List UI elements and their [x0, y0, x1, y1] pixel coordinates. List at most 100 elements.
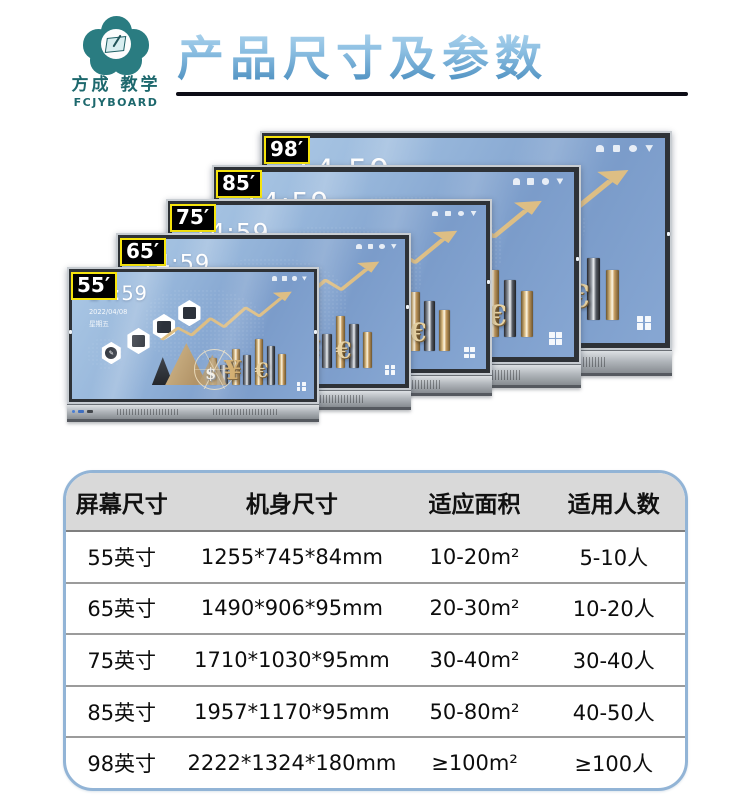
status-icons [272, 276, 307, 281]
table-cell: 30-40人 [572, 648, 655, 673]
table-row: 75英寸 1710*1030*95mm 30-40m² 30-40人 [66, 633, 685, 685]
record-icon [292, 276, 297, 281]
camera-dot-right [406, 305, 409, 310]
table-cell: ≥100m² [431, 751, 518, 776]
table-cell: 98英寸 [87, 752, 157, 777]
status-icons [356, 244, 397, 249]
camera-dot-right [576, 256, 579, 261]
camera-dot-right [667, 231, 670, 236]
usb-port [78, 410, 85, 414]
book-icon [612, 145, 621, 152]
product-monitor-55: 14:59 2022/04/08 星期五 ✎ [67, 267, 319, 422]
table-row: 85英寸 1957*1170*95mm 50-80m² 40-50人 [66, 684, 685, 737]
wireframe-sphere [194, 349, 235, 391]
book-icon [367, 244, 374, 249]
table-cell: 1490*906*95mm [200, 596, 383, 621]
wifi-icon [391, 244, 397, 249]
gold-bar [439, 310, 450, 351]
app-icon-hexagon: ✎ [101, 341, 121, 365]
wifi-icon [556, 178, 564, 185]
brand-logo: 方成 教学 FCJYBOARD [52, 16, 180, 109]
speaker-grille [117, 408, 181, 416]
camera-dot-right [314, 330, 317, 335]
table-cell: 10-20m² [429, 544, 520, 569]
table-header-cell: 机身尺寸 [245, 491, 338, 518]
grid-menu-icon [549, 332, 562, 345]
grid-menu-icon [385, 364, 396, 375]
status-icons [512, 178, 564, 185]
currency-euro: € [335, 338, 352, 365]
gold-bar [424, 301, 435, 351]
app-icon-tile [182, 307, 197, 319]
table-cell: 75英寸 [87, 648, 157, 673]
wifi-icon [302, 276, 307, 281]
record-icon [541, 178, 549, 185]
brand-name-cn: 方成 教学 [71, 75, 161, 95]
grid-menu-icon [637, 315, 652, 330]
growth-arrow [159, 291, 292, 341]
gold-bar [586, 258, 601, 321]
size-badge: 98′ [264, 136, 311, 164]
screen-clock-weekday: 星期五 [88, 320, 109, 329]
table-cell: 1710*1030*95mm [194, 647, 390, 672]
size-badge: 85′ [216, 170, 263, 198]
currency-yen: ¥ [223, 355, 242, 387]
table-header-cell: 屏幕尺寸 [75, 491, 168, 518]
page-title: 产品尺寸及参数 [177, 20, 548, 89]
speaker-tray [67, 404, 319, 422]
record-icon [457, 210, 464, 217]
book-icon [444, 210, 451, 217]
grid-menu-icon [463, 347, 476, 359]
gold-bar [349, 324, 359, 369]
table-row: 55英寸 1255*745*84mm 10-20m² 5-10人 [66, 532, 685, 582]
gold-bar [487, 270, 500, 337]
home-icon [356, 244, 362, 249]
gold-bar [266, 346, 275, 386]
size-badge: 75′ [170, 204, 217, 232]
table-cell: 40-50人 [572, 700, 655, 725]
table-cell: 50-80m² [429, 699, 520, 724]
hdmi-port [87, 410, 94, 414]
home-icon [512, 178, 520, 185]
home-icon [596, 145, 605, 152]
gold-bar [605, 269, 620, 321]
gold-bar [504, 280, 517, 337]
home-icon [431, 210, 438, 217]
brand-name-en: FCJYBOARD [73, 95, 159, 109]
app-icon-tile [131, 335, 146, 347]
table-cell: 85英寸 [87, 700, 157, 725]
wifi-icon [470, 210, 477, 217]
wifi-icon [645, 145, 654, 152]
table-row: 98英寸 2222*1324*180mm ≥100m² ≥100人 [66, 736, 685, 788]
monitor-screen: 14:59 2022/04/08 星期五 ✎ [72, 272, 314, 399]
currency-euro: € [409, 316, 427, 347]
gold-bar [254, 339, 264, 386]
speaker-grille [287, 395, 364, 403]
app-icon-tile: ✎ [105, 346, 118, 360]
table-cell: 1255*745*84mm [200, 544, 383, 569]
flower-center [101, 29, 131, 59]
title-underline [176, 92, 688, 96]
screen-clock-date: 2022/04/08 [88, 307, 128, 316]
record-icon [629, 145, 637, 152]
spec-table-body: 55英寸 1255*745*84mm 10-20m² 5-10人 65英寸 1490*90… [66, 532, 685, 788]
table-header-cell: 适用人数 [567, 491, 660, 518]
status-icons [596, 145, 654, 152]
spec-table-header-row: 屏幕尺寸 机身尺寸 适应面积 适用人数 [66, 473, 685, 532]
table-cell: 30-40m² [429, 647, 520, 672]
tray-ports [72, 409, 94, 415]
camera-dot-right [487, 280, 490, 285]
gold-bar [243, 355, 252, 386]
app-icon-label [134, 357, 144, 359]
grid-menu-icon [296, 382, 306, 391]
table-cell: 20-30m² [429, 596, 520, 621]
power-led [72, 410, 76, 414]
table-cell: 2222*1324*180mm [187, 751, 397, 776]
app-icon-hexagon [127, 327, 150, 355]
gold-bar [409, 292, 420, 351]
table-cell: 1957*1170*95mm [194, 699, 390, 724]
size-badge: 65′ [120, 238, 167, 266]
gold-bar [322, 333, 332, 369]
